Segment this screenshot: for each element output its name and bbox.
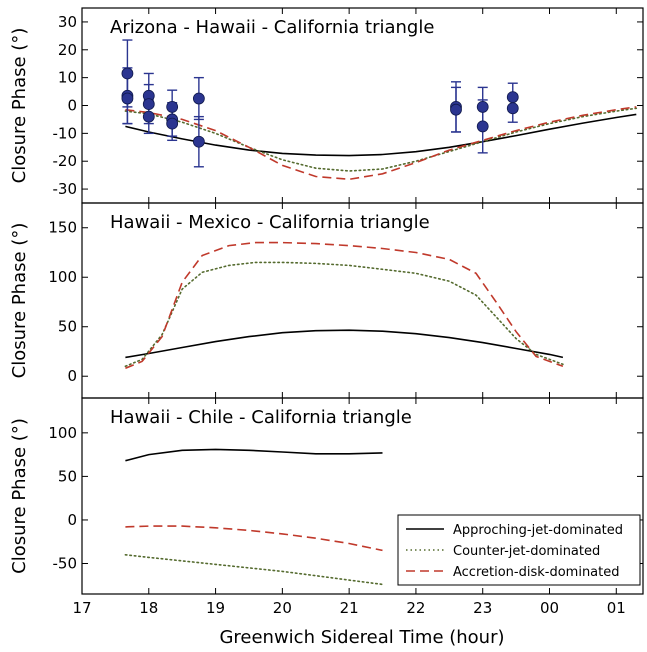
series-line-approaching: [125, 448, 383, 462]
y-axis-label: Closure Phase (°): [9, 28, 30, 184]
data-point: [142, 110, 155, 123]
y-tick-label: 0: [67, 511, 77, 529]
y-tick-label: 0: [67, 367, 77, 385]
shared-x-axis: 17 18 19 20 21 22 23 00 01: [72, 599, 625, 617]
plot-area: [121, 39, 638, 181]
x-tick-label: 23: [473, 599, 492, 617]
panel-frame: [81, 397, 644, 595]
data-point: [192, 92, 205, 105]
y-tick-label: 0: [67, 97, 77, 115]
x-tick-label: 17: [72, 599, 91, 617]
panels-group: -30 -20 -10 0 10 20 30 Closure Phase (°) Arizona…: [9, 7, 644, 595]
legend-label: Counter-jet-dominated: [453, 544, 600, 559]
data-point: [506, 102, 519, 115]
x-tick-label: 20: [273, 599, 292, 617]
panel-3: -50 0 50 100 Closure Phase (°) Hawaii - Chile…: [9, 397, 644, 595]
legend-label: Accretion-disk-dominated: [453, 565, 620, 580]
data-point: [166, 117, 179, 130]
y-tick-label: 100: [48, 424, 77, 442]
y-tick-label: 50: [58, 467, 77, 485]
y-tick-label: -10: [53, 124, 78, 142]
y-tick-label: 100: [48, 268, 77, 286]
data-point: [476, 120, 489, 133]
x-tick-label: 22: [406, 599, 425, 617]
x-tick-label: 01: [607, 599, 626, 617]
y-tick-label: -30: [53, 180, 78, 198]
y-tick-label: -20: [53, 152, 78, 170]
x-tick-label: 18: [139, 599, 158, 617]
series-line-counter: [124, 554, 384, 586]
series-line-accretion: [125, 525, 383, 552]
y-tick-label: 30: [58, 13, 77, 31]
plot-area: [124, 448, 384, 586]
series-line-accretion: [125, 106, 637, 181]
legend: Approching-jet-dominated Counter-jet-domi…: [397, 514, 641, 586]
y-tick-label: 50: [58, 318, 77, 336]
y-tick-label: 20: [58, 41, 77, 59]
data-point: [121, 92, 134, 105]
x-tick-label: 19: [206, 599, 225, 617]
data-point: [166, 100, 179, 113]
y-tick-label: 10: [58, 69, 77, 87]
series-line-approaching: [125, 329, 564, 359]
series-line-accretion: [125, 241, 564, 370]
panel-title: Hawaii - Chile - California triangle: [110, 407, 412, 428]
data-point: [142, 98, 155, 111]
panel-title: Hawaii - Mexico - California triangle: [110, 212, 430, 233]
panel-title: Arizona - Hawaii - California triangle: [110, 17, 434, 38]
panel-2: 0 50 100 150 Closure Phase (°) Hawaii - Mexic…: [9, 202, 644, 399]
y-tick-label: -50: [53, 555, 78, 573]
y-tick-label: 150: [48, 219, 77, 237]
plot-area: [124, 241, 564, 370]
series-line-counter: [124, 107, 638, 172]
data-point: [506, 91, 519, 104]
legend-label: Approching-jet-dominated: [453, 523, 623, 538]
x-axis-label: Greenwich Sidereal Time (hour): [219, 627, 504, 648]
y-axis-label: Closure Phase (°): [9, 223, 30, 379]
data-point: [450, 103, 462, 116]
data-point: [192, 135, 205, 148]
series-line-counter: [124, 261, 564, 368]
y-axis-label: Closure Phase (°): [9, 418, 30, 574]
data-point: [121, 67, 134, 80]
x-tick-label: 21: [340, 599, 359, 617]
data-point: [476, 100, 489, 113]
x-tick-label: 00: [540, 599, 559, 617]
panel-1: -30 -20 -10 0 10 20 30 Closure Phase (°) Arizona…: [9, 7, 644, 204]
